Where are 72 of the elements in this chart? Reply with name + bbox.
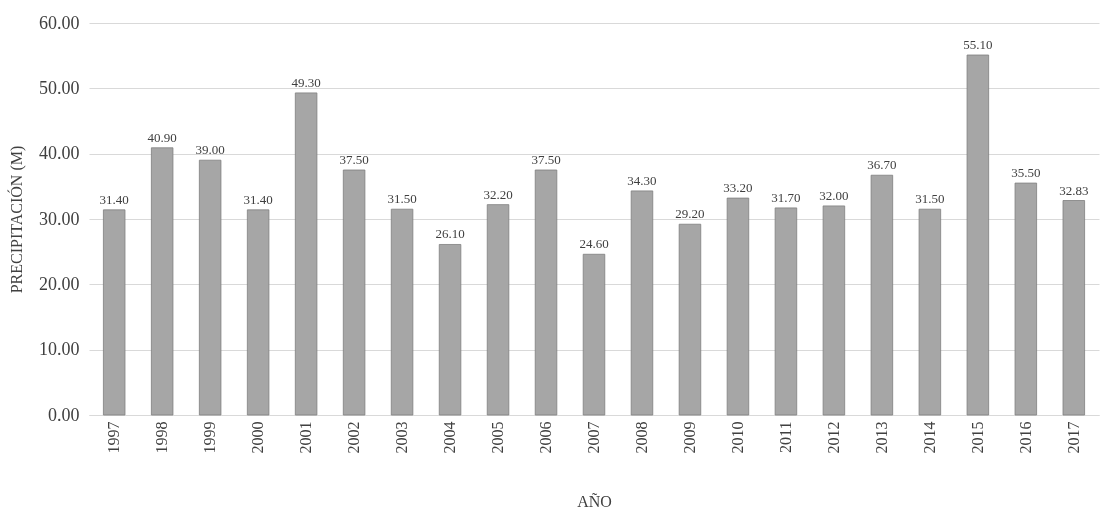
x-tick-label: 2005 <box>489 421 507 454</box>
x-tick-label: 2011 <box>776 421 794 453</box>
x-tick-label: 1999 <box>201 421 219 454</box>
y-tick-label: 40.00 <box>39 143 80 164</box>
bar <box>918 208 942 416</box>
data-label: 31.50 <box>387 191 417 207</box>
x-tick-label: 2014 <box>920 421 938 454</box>
bar <box>582 253 606 416</box>
bar <box>774 207 798 416</box>
bar <box>678 223 702 416</box>
x-tick-label: 2013 <box>872 421 890 454</box>
data-label: 55.10 <box>963 37 993 53</box>
y-tick-label: 60.00 <box>39 12 80 33</box>
bar <box>342 169 366 416</box>
x-axis-title: AÑO <box>577 492 612 510</box>
bar <box>534 169 558 416</box>
x-tick-label: 2017 <box>1064 421 1082 454</box>
data-label: 39.00 <box>195 142 225 158</box>
bar <box>390 208 414 416</box>
y-axis-title: PRECIPITACIÓN (M) <box>7 145 26 294</box>
data-label: 31.50 <box>915 191 945 207</box>
data-label: 35.50 <box>1011 165 1041 181</box>
x-tick-label: 2003 <box>393 421 411 454</box>
bar <box>822 205 846 416</box>
data-label: 26.10 <box>435 226 465 242</box>
data-label: 40.90 <box>147 129 177 145</box>
bar <box>1014 182 1038 416</box>
bar <box>486 204 510 416</box>
bar <box>726 197 750 416</box>
y-tick-label: 50.00 <box>39 77 80 98</box>
x-tick-label: 2015 <box>968 421 986 454</box>
data-label: 32.83 <box>1059 182 1089 198</box>
data-label: 37.50 <box>531 152 561 167</box>
bar <box>150 147 174 416</box>
x-tick-label: 2000 <box>249 421 267 454</box>
bar <box>966 54 990 416</box>
y-tick-label: 10.00 <box>39 339 80 360</box>
y-tick-label: 30.00 <box>39 208 80 229</box>
data-label: 29.20 <box>675 206 705 222</box>
data-label: 36.70 <box>867 157 897 173</box>
x-tick-label: 2004 <box>441 421 459 454</box>
x-tick-label: 2010 <box>728 421 746 454</box>
bar <box>630 190 654 416</box>
data-label: 31.40 <box>243 191 273 207</box>
bar <box>294 92 318 416</box>
bar <box>1062 200 1086 416</box>
bar <box>870 174 894 416</box>
x-tick-label: 2001 <box>297 421 315 454</box>
x-tick-label: 2006 <box>537 421 555 454</box>
bar <box>438 244 462 416</box>
x-tick-label: 2002 <box>345 421 363 454</box>
x-tick-label: 1997 <box>105 421 123 454</box>
x-tick-label: 2012 <box>824 421 842 454</box>
data-label: 37.50 <box>339 152 369 167</box>
y-tick-label: 0.00 <box>48 404 80 425</box>
data-label: 31.40 <box>99 191 129 207</box>
bar <box>102 209 126 416</box>
data-label: 24.60 <box>579 236 609 252</box>
data-label: 32.00 <box>819 187 849 203</box>
data-label: 32.20 <box>483 186 513 202</box>
data-label: 31.70 <box>771 189 801 205</box>
bar <box>198 159 222 416</box>
data-label: 34.30 <box>627 172 657 188</box>
x-tick-label: 2016 <box>1016 421 1034 454</box>
y-tick-label: 20.00 <box>39 273 80 294</box>
x-tick-label: 2008 <box>632 421 650 454</box>
bar <box>246 209 270 416</box>
x-tick-label: 1998 <box>153 421 171 454</box>
data-label: 49.30 <box>291 74 321 90</box>
x-tick-label: 2007 <box>585 421 602 454</box>
x-tick-label: 2009 <box>680 421 698 454</box>
data-label: 33.20 <box>723 180 753 196</box>
